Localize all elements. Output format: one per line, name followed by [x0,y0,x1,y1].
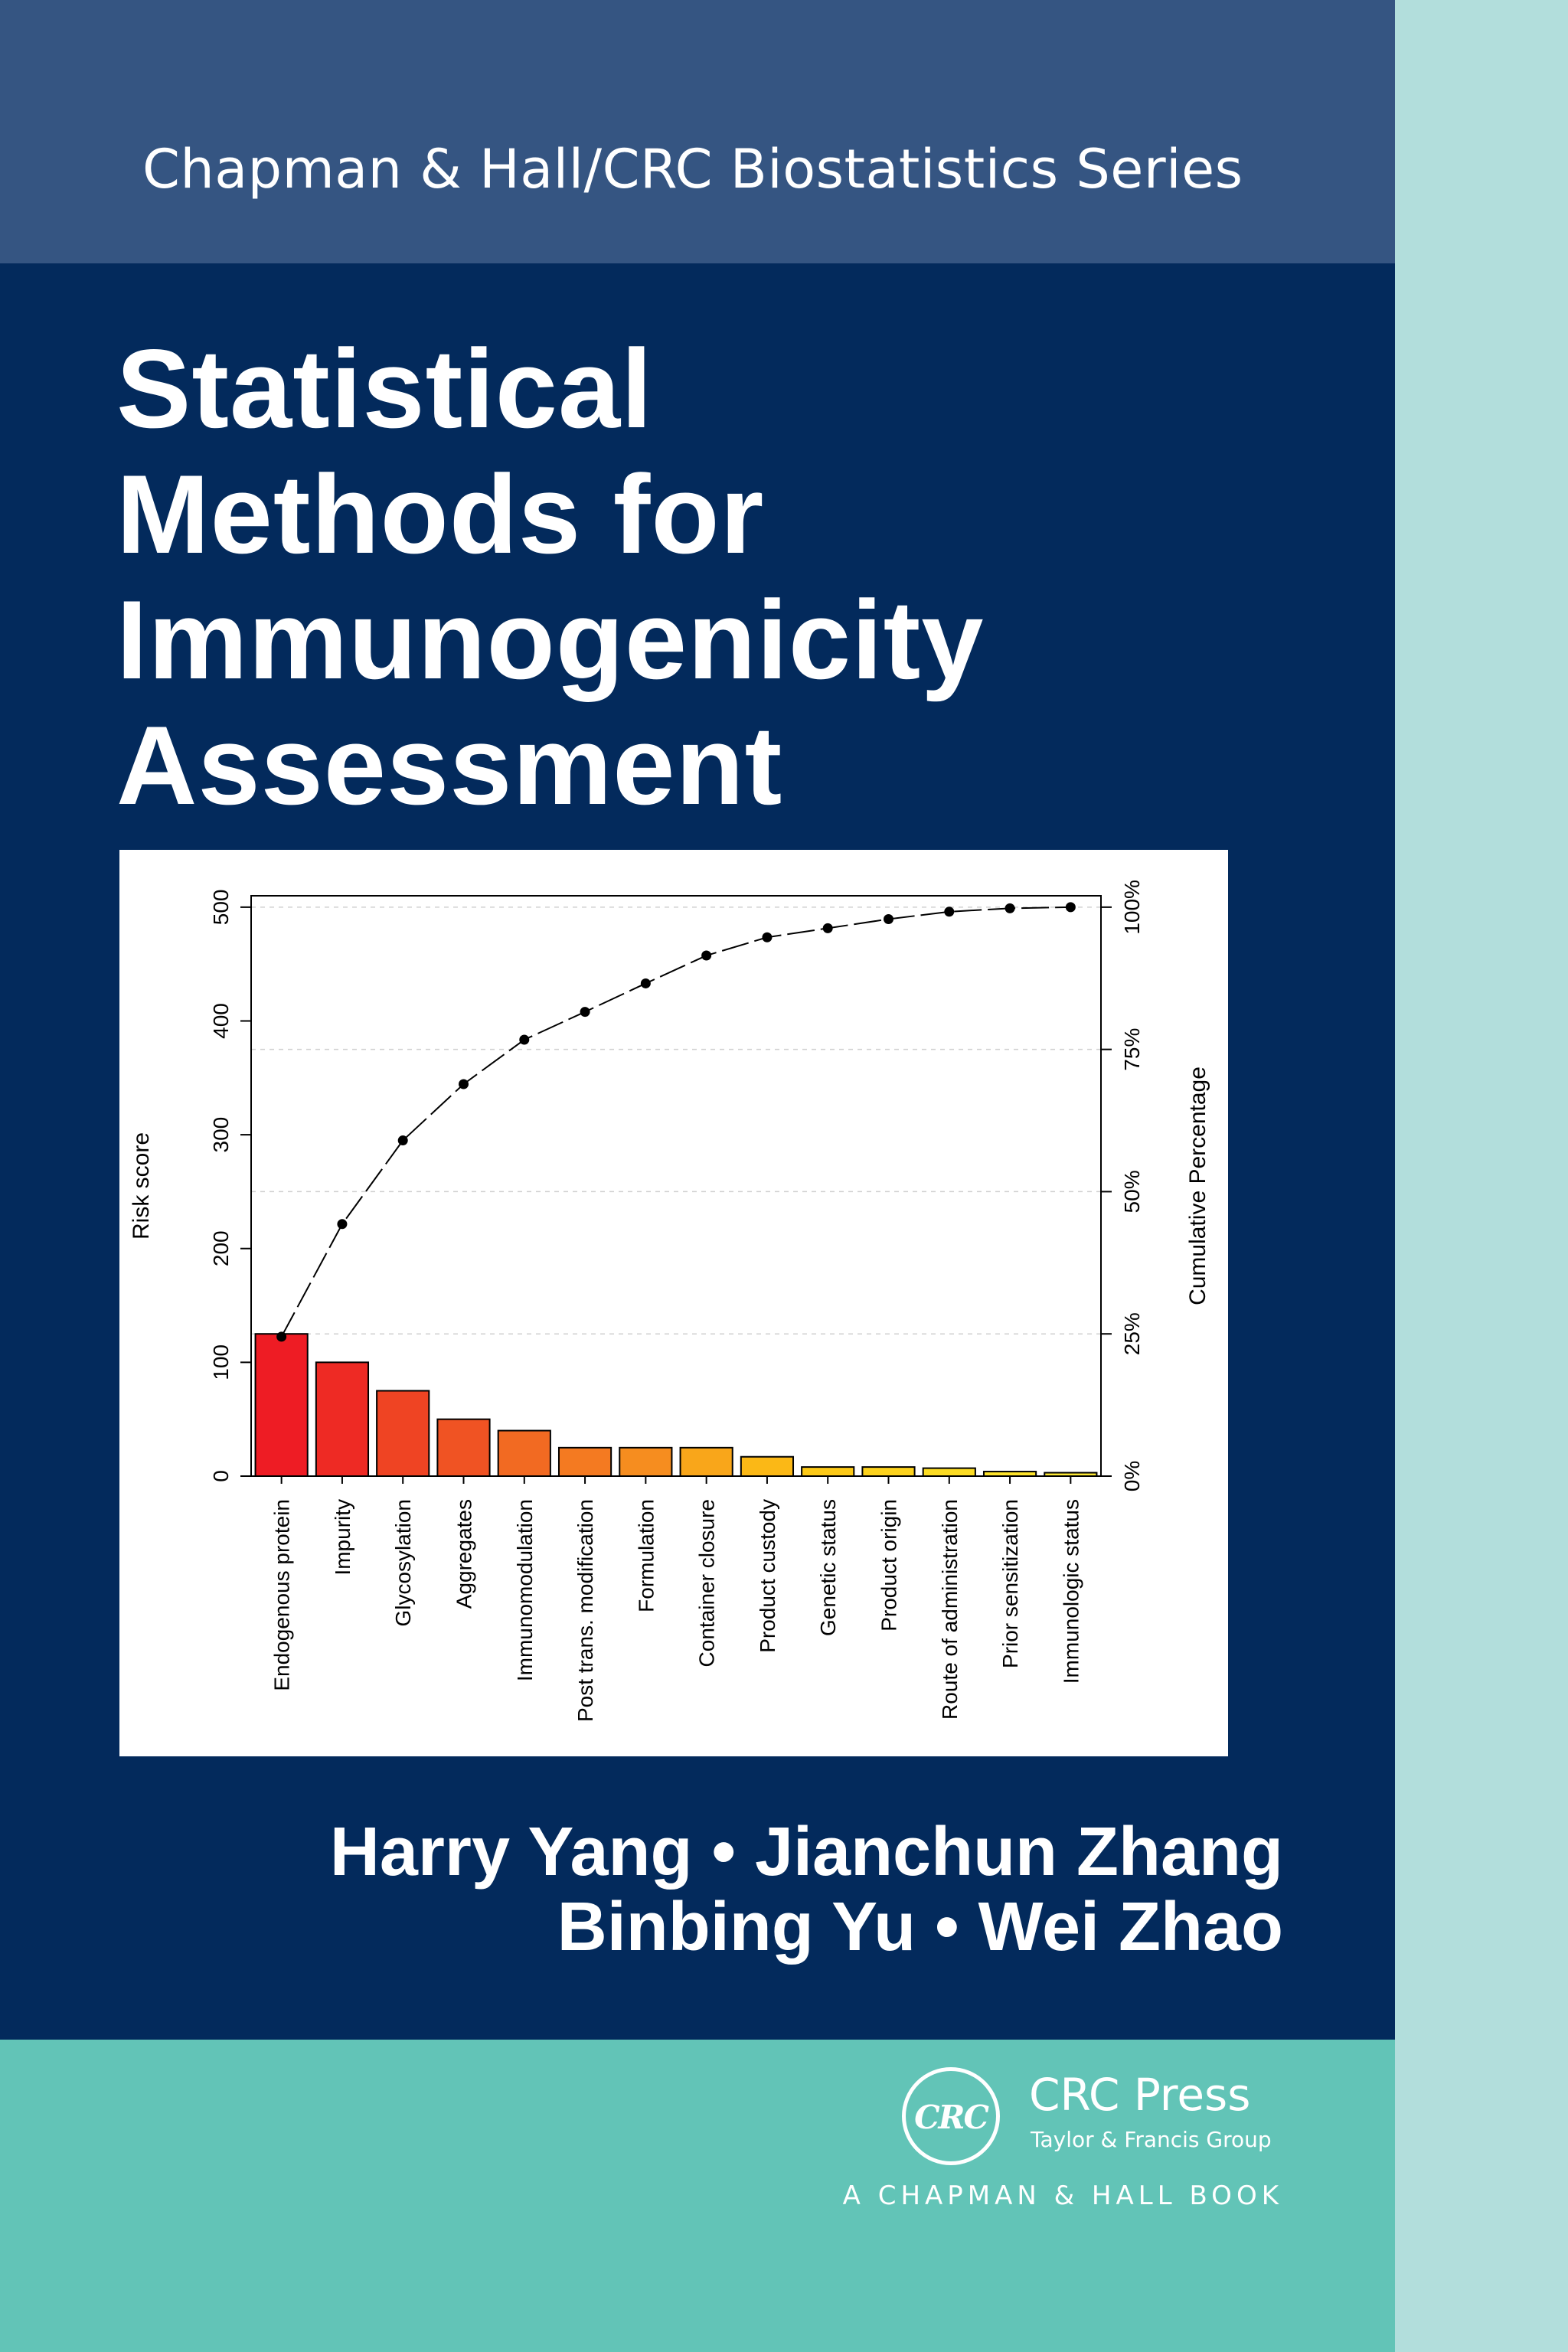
category-label: Immunologic status [1059,1499,1083,1684]
title-line: Immunogenicity [116,577,985,702]
cumulative-point [1004,903,1015,913]
category-label: Immunomodulation [513,1499,537,1681]
y-tick-label: 0 [209,1470,233,1482]
y2-tick-label: 75% [1120,1028,1144,1071]
category-label: Genetic status [816,1499,840,1636]
series-title: Chapman & Hall/CRC Biostatistics Series [142,138,1243,201]
category-label: Container closure [695,1499,719,1667]
title-line: Methods for [116,452,765,577]
bottom-band [0,2040,1395,2352]
y2-tick-label: 100% [1120,880,1144,935]
cumulative-point [459,1079,469,1089]
bar [922,1467,976,1477]
chart-svg: 0 100 200 300 400 500 0% 25% 50% 75% 100% Risk scor… [129,880,1210,1722]
cumulative-point [276,1331,287,1342]
cumulative-point [944,906,955,917]
bar [982,1471,1037,1478]
y2-tick-label: 25% [1120,1312,1144,1355]
cumulative-point [580,1007,590,1018]
y-tick-label: 100 [209,1344,233,1380]
category-label: Product custody [756,1499,779,1653]
crc-logo-text: CRC [914,2099,989,2136]
publisher-group: Taylor & Francis Group [1031,2127,1272,2152]
cumulative-point [701,950,712,961]
cumulative-point [397,1135,408,1146]
category-label: Product origin [877,1499,901,1632]
category-label: Route of administration [938,1499,962,1720]
y2-tick-label: 0% [1120,1461,1144,1491]
y2-tick-label: 50% [1120,1170,1144,1213]
cumulative-point [1065,902,1076,913]
cumulative-point [822,923,833,933]
authors: Harry Yang • Jianchun Zhang Binbing Yu •… [330,1815,1283,1965]
cumulative-point [640,978,651,988]
category-label: Prior sensitization [998,1499,1022,1668]
cumulative-point [884,913,893,924]
y-tick-label: 400 [209,1003,233,1039]
y-axis-title: Risk score [129,1132,154,1240]
bar [315,1361,370,1478]
imprint-line: A CHAPMAN & HALL BOOK [842,2180,1283,2211]
pareto-chart: 0 100 200 300 400 500 0% 25% 50% 75% 100% Risk scor… [119,850,1228,1756]
y-tick-label: 500 [209,890,233,926]
category-label: Post trans. modification [573,1499,597,1722]
category-label: Formulation [634,1499,658,1612]
cumulative-point [762,932,773,942]
bar [557,1446,612,1478]
bar [254,1333,309,1478]
bar [740,1455,795,1478]
bar [1044,1472,1098,1478]
top-band [0,0,1395,263]
bar [861,1466,916,1477]
cumulative-point [337,1219,348,1230]
plot-frame [250,895,1102,1477]
book-title: Statistical Methods for Immunogenicity A… [116,326,1387,828]
y2-axis-title: Cumulative Percentage [1185,1067,1210,1305]
bar [801,1466,855,1477]
cumulative-line [280,906,1071,1338]
title-line: Statistical [116,326,653,451]
bar [497,1429,551,1477]
bar [376,1390,430,1478]
bar [679,1446,733,1478]
category-label: Aggregates [452,1499,476,1609]
category-label: Endogenous protein [270,1499,294,1691]
crc-logo: CRC [902,2067,1000,2165]
publisher-name: CRC Press [1029,2069,1251,2121]
author-line: Binbing Yu • Wei Zhao [557,1889,1283,1965]
category-label: Glycosylation [391,1499,415,1627]
bar [436,1418,491,1478]
category-label: Impurity [331,1499,354,1576]
y-tick-label: 300 [209,1117,233,1153]
y-tick-label: 200 [209,1230,233,1266]
title-line: Assessment [116,703,783,828]
bar [619,1446,673,1478]
cumulative-point [519,1034,530,1045]
author-line: Harry Yang • Jianchun Zhang [329,1814,1283,1890]
